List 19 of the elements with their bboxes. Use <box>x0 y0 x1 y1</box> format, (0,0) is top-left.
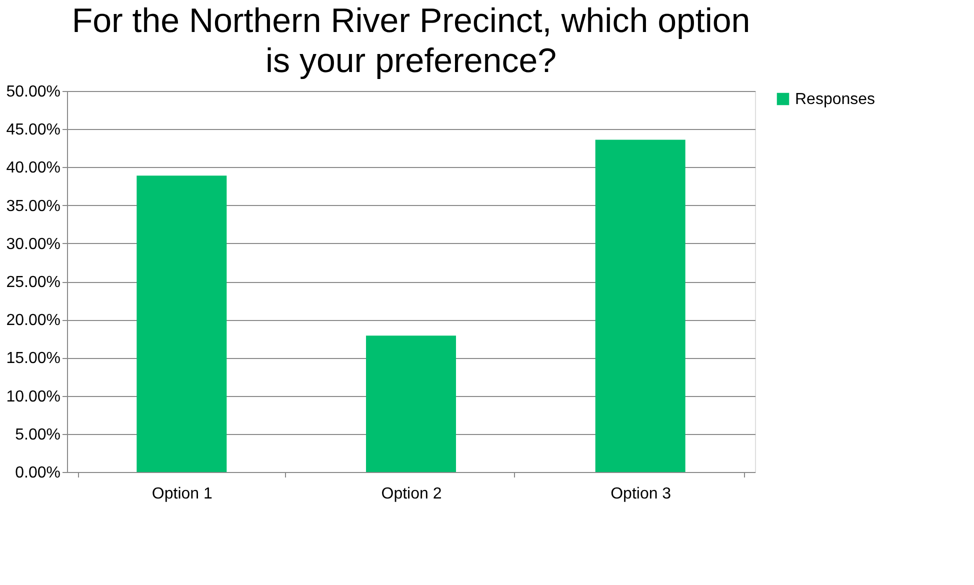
y-tick-label: 20.00% <box>6 312 60 330</box>
y-tick-label: 35.00% <box>6 198 60 215</box>
y-tick-label: 25.00% <box>6 274 60 291</box>
legend-label: Responses <box>795 91 876 108</box>
chart-title: For the Northern River Precinct, which option is your preference? <box>72 2 750 80</box>
x-tick-label: Option 2 <box>381 486 442 502</box>
y-tick-label: 30.00% <box>6 236 60 253</box>
y-tick-label: 45.00% <box>6 122 60 139</box>
x-tick-label: Option 1 <box>152 486 213 502</box>
y-tick-label: 10.00% <box>6 388 60 406</box>
bar <box>595 140 686 472</box>
y-tick-label: 15.00% <box>6 350 60 368</box>
bar <box>136 176 227 472</box>
bar <box>366 336 456 472</box>
y-tick-label: 0.00% <box>15 464 60 482</box>
y-tick-label: 5.00% <box>15 426 60 444</box>
y-tick-label: 50.00% <box>6 84 60 100</box>
y-tick-label: 40.00% <box>6 160 60 177</box>
x-tick-label: Option 3 <box>610 486 672 502</box>
